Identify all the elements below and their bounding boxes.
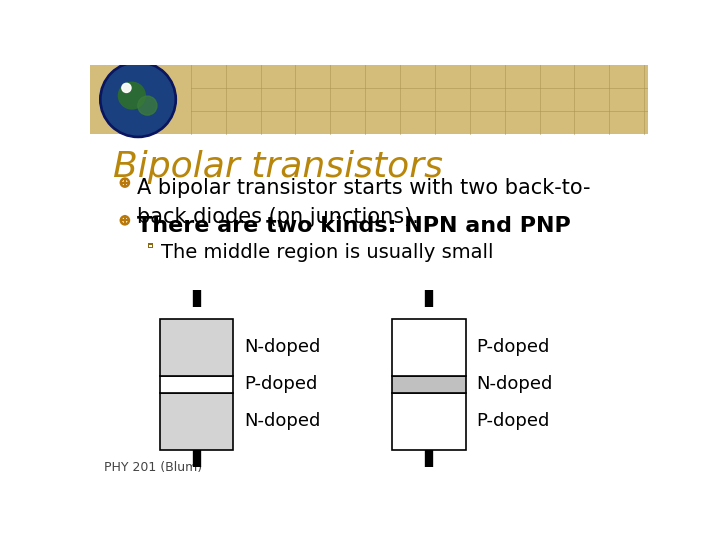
- Bar: [392, 319, 466, 376]
- Circle shape: [124, 182, 125, 183]
- Bar: [90, 65, 648, 134]
- Text: The middle region is usually small: The middle region is usually small: [161, 242, 493, 262]
- Circle shape: [138, 96, 157, 115]
- Text: P-doped: P-doped: [244, 375, 318, 393]
- Circle shape: [124, 220, 125, 221]
- Circle shape: [123, 180, 127, 185]
- Circle shape: [124, 182, 125, 183]
- Circle shape: [124, 182, 125, 183]
- Text: Bipolar transistors: Bipolar transistors: [113, 150, 444, 184]
- Text: N-doped: N-doped: [477, 375, 553, 393]
- Circle shape: [124, 182, 125, 183]
- Circle shape: [102, 64, 174, 135]
- Circle shape: [124, 220, 125, 221]
- Circle shape: [99, 62, 176, 138]
- Text: There are two kinds: NPN and PNP: There are two kinds: NPN and PNP: [138, 215, 571, 236]
- Text: N-doped: N-doped: [244, 338, 320, 356]
- Bar: [148, 243, 153, 248]
- Text: PHY 201 (Blum): PHY 201 (Blum): [104, 462, 202, 475]
- Bar: [160, 393, 233, 450]
- Text: P-doped: P-doped: [477, 338, 550, 356]
- Circle shape: [124, 220, 125, 221]
- Bar: [149, 245, 152, 247]
- Text: P-doped: P-doped: [477, 413, 550, 430]
- Bar: [160, 376, 233, 393]
- Circle shape: [123, 218, 127, 222]
- Circle shape: [118, 82, 145, 109]
- Circle shape: [121, 179, 129, 186]
- Circle shape: [124, 220, 125, 221]
- Bar: [160, 319, 233, 376]
- Text: A bipolar transistor starts with two back-to-
back diodes (pn junctions).: A bipolar transistor starts with two bac…: [138, 178, 591, 227]
- Circle shape: [121, 217, 129, 224]
- Text: N-doped: N-doped: [244, 413, 320, 430]
- Bar: [392, 393, 466, 450]
- Circle shape: [122, 83, 131, 92]
- Bar: [392, 376, 466, 393]
